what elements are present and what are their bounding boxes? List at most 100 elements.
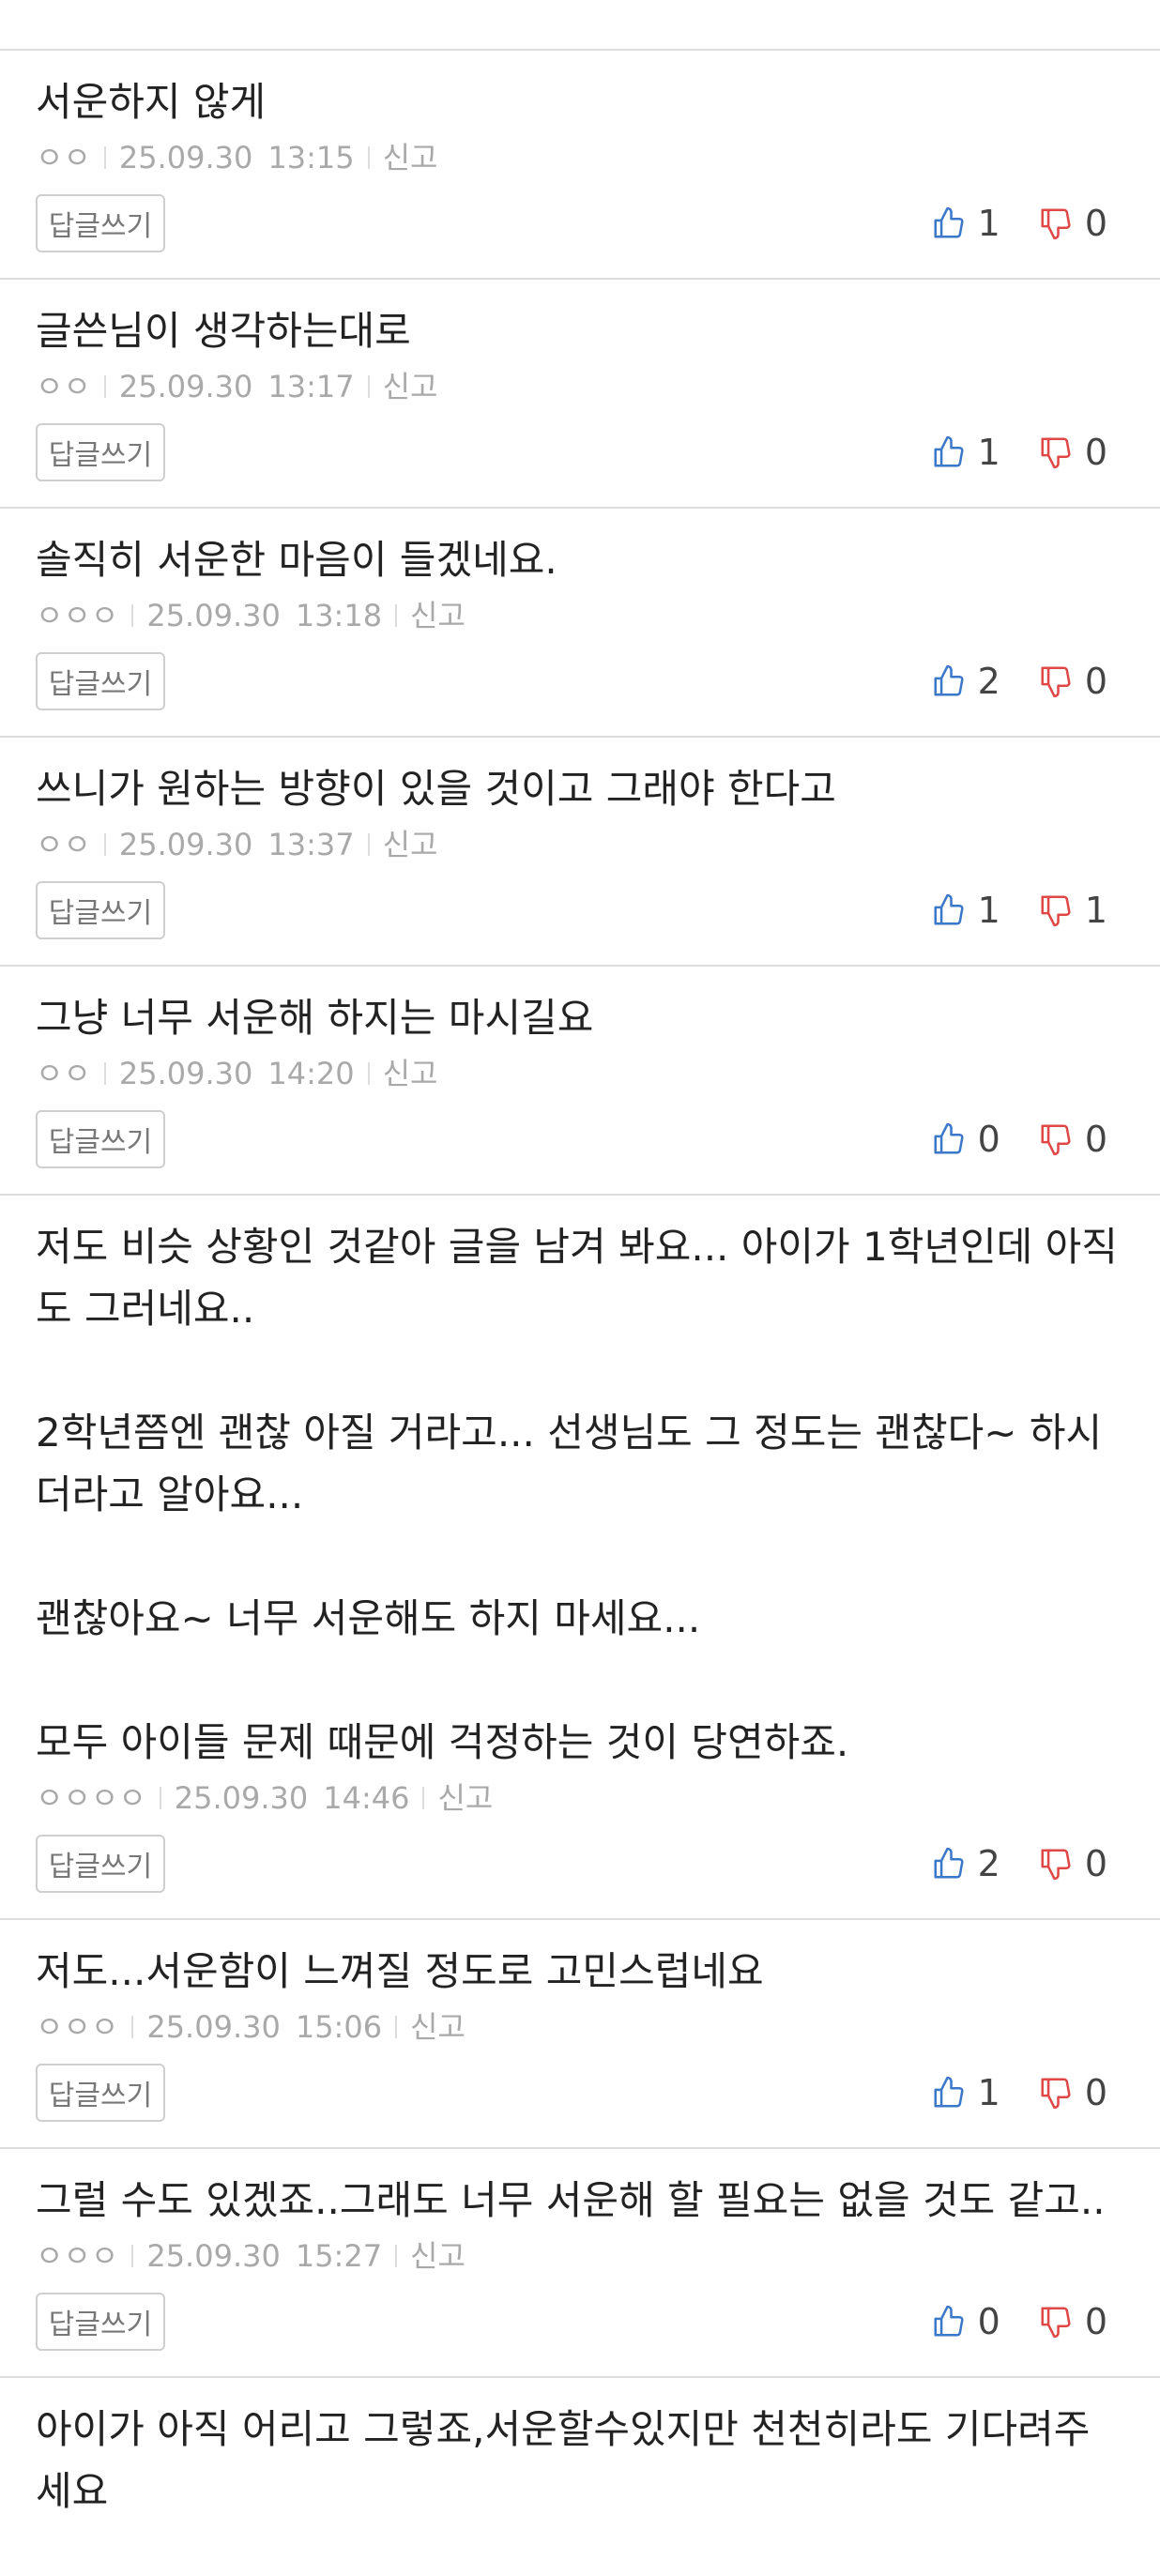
vote-group: 1 0 bbox=[931, 432, 1107, 473]
comment-date: 25.09.30 bbox=[118, 140, 253, 175]
comment-paragraph: 괜찮아요~ 너무 서운해도 하지 마세요... bbox=[36, 1595, 701, 1641]
comment-meta: ㅇㅇㅇㅇ 25.09.30 14:46 신고 bbox=[36, 1776, 1124, 1821]
report-link[interactable]: 신고 bbox=[410, 2009, 466, 2045]
comment-item: 저도 비슷 상황인 것같아 글을 남겨 봐요... 아이가 1학년인데 아직도 … bbox=[0, 1194, 1160, 1918]
like-button[interactable]: 0 bbox=[931, 1119, 1000, 1160]
comment-item: 글쓴님이 생각하는대로 ㅇㅇ 25.09.30 13:17 신고 답글쓰기 1 … bbox=[0, 278, 1160, 507]
thumbs-down-icon bbox=[1041, 1849, 1071, 1881]
meta-divider bbox=[131, 2016, 134, 2038]
reply-button[interactable]: 답글쓰기 bbox=[36, 1835, 165, 1893]
comment-paragraph: 글쓴님이 생각하는대로 bbox=[36, 308, 411, 354]
dislike-button[interactable]: 0 bbox=[1038, 1843, 1107, 1884]
like-count: 1 bbox=[977, 2072, 1000, 2113]
reply-button[interactable]: 답글쓰기 bbox=[36, 2064, 165, 2122]
comment-text: 저도 비슷 상황인 것같아 글을 남겨 봐요... 아이가 1학년인데 아직도 … bbox=[36, 1216, 1124, 1774]
report-link[interactable]: 신고 bbox=[410, 598, 466, 633]
like-button[interactable]: 0 bbox=[931, 2301, 1000, 2342]
dislike-button[interactable]: 0 bbox=[1038, 2072, 1107, 2113]
meta-divider bbox=[103, 146, 106, 169]
thumbs-down-icon bbox=[1041, 2307, 1071, 2339]
report-link[interactable]: 신고 bbox=[410, 2238, 466, 2274]
comment-time: 13:17 bbox=[267, 369, 355, 404]
meta-divider bbox=[159, 1787, 161, 1809]
meta-divider bbox=[367, 833, 370, 856]
report-link[interactable]: 신고 bbox=[437, 1780, 494, 1816]
reply-button[interactable]: 답글쓰기 bbox=[36, 423, 165, 481]
reply-button[interactable]: 답글쓰기 bbox=[36, 652, 165, 710]
dislike-button[interactable]: 0 bbox=[1038, 203, 1107, 244]
report-link[interactable]: 신고 bbox=[382, 827, 438, 862]
comment-time: 13:18 bbox=[295, 598, 383, 633]
comment-date: 25.09.30 bbox=[146, 2009, 281, 2045]
comment-author: ㅇㅇㅇ bbox=[36, 598, 119, 633]
comment-author: ㅇㅇ bbox=[36, 1056, 91, 1091]
thumbs-up-icon bbox=[934, 435, 964, 467]
comment-text: 쓰니가 원하는 방향이 있을 것이고 그래야 한다고 bbox=[36, 758, 1124, 820]
vote-group: 1 0 bbox=[931, 2072, 1107, 2113]
comment-paragraph: 아이가 아직 어리고 그렇죠,서운할수있지만 천천히라도 기다려주세요 bbox=[36, 2406, 1091, 2514]
vote-group: 0 0 bbox=[931, 2301, 1107, 2342]
comment-actions: 답글쓰기 2 0 bbox=[36, 1834, 1124, 1894]
report-link[interactable]: 신고 bbox=[382, 369, 438, 404]
comment-actions: 답글쓰기 2 0 bbox=[36, 651, 1124, 711]
meta-divider bbox=[422, 1787, 425, 1809]
reply-button[interactable]: 답글쓰기 bbox=[36, 2293, 165, 2351]
like-button[interactable]: 1 bbox=[931, 203, 1000, 244]
comment-meta: ㅇㅇㅇ 25.09.30 15:27 신고 bbox=[36, 2233, 1124, 2279]
like-count: 0 bbox=[977, 2301, 1000, 2342]
like-button[interactable]: 2 bbox=[931, 1843, 1000, 1884]
comment-meta: ㅇㅇ 25.09.30 13:17 신고 bbox=[36, 364, 1124, 409]
comment-meta: ㅇㅇ 25.09.30 14:20 신고 bbox=[36, 1051, 1124, 1096]
meta-divider bbox=[103, 375, 106, 398]
thumbs-down-icon bbox=[1041, 666, 1071, 698]
thumbs-down-icon bbox=[1041, 208, 1071, 240]
comment-paragraph: 서운하지 않게 bbox=[36, 79, 267, 125]
comment-text: 저도...서운함이 느껴질 정도로 고민스럽네요 bbox=[36, 1941, 1124, 2003]
comment-item: 그럴 수도 있겠죠..그래도 너무 서운해 할 필요는 없을 것도 같고.. ㅇ… bbox=[0, 2147, 1160, 2376]
dislike-count: 0 bbox=[1084, 2072, 1107, 2113]
thumbs-up-icon bbox=[934, 206, 964, 238]
like-count: 2 bbox=[977, 1843, 1000, 1884]
comment-item: 그냥 너무 서운해 하지는 마시길요 ㅇㅇ 25.09.30 14:20 신고 … bbox=[0, 965, 1160, 1194]
vote-group: 1 0 bbox=[931, 203, 1107, 244]
thumbs-down-icon bbox=[1041, 895, 1071, 927]
comment-paragraph: 저도 비슷 상황인 것같아 글을 남겨 봐요... 아이가 1학년인데 아직도 … bbox=[36, 1224, 1118, 1332]
like-button[interactable]: 1 bbox=[931, 890, 1000, 931]
comment-author: ㅇㅇ bbox=[36, 140, 91, 175]
comment-actions: 답글쓰기 1 0 bbox=[36, 422, 1124, 482]
like-count: 2 bbox=[977, 661, 1000, 702]
comment-text: 그냥 너무 서운해 하지는 마시길요 bbox=[36, 987, 1124, 1049]
meta-divider bbox=[367, 1062, 370, 1085]
meta-divider bbox=[395, 2016, 398, 2038]
comment-item: 저도...서운함이 느껴질 정도로 고민스럽네요 ㅇㅇㅇ 25.09.30 15… bbox=[0, 1918, 1160, 2147]
dislike-count: 0 bbox=[1084, 432, 1107, 473]
comment-date: 25.09.30 bbox=[118, 1056, 253, 1091]
reply-button[interactable]: 답글쓰기 bbox=[36, 881, 165, 939]
comment-date: 25.09.30 bbox=[118, 827, 253, 862]
comment-item-partial-top bbox=[0, 0, 1160, 49]
comment-meta: ㅇㅇ 25.09.30 13:15 신고 bbox=[36, 135, 1124, 180]
reply-button[interactable]: 답글쓰기 bbox=[36, 1110, 165, 1168]
like-button[interactable]: 2 bbox=[931, 661, 1000, 702]
dislike-button[interactable]: 1 bbox=[1038, 890, 1107, 931]
dislike-button[interactable]: 0 bbox=[1038, 2301, 1107, 2342]
like-count: 1 bbox=[977, 890, 1000, 931]
comment-actions: 답글쓰기 1 0 bbox=[36, 2063, 1124, 2123]
dislike-button[interactable]: 0 bbox=[1038, 661, 1107, 702]
report-link[interactable]: 신고 bbox=[382, 1056, 438, 1091]
like-button[interactable]: 1 bbox=[931, 432, 1000, 473]
thumbs-down-icon bbox=[1041, 1124, 1071, 1156]
meta-divider bbox=[367, 375, 370, 398]
comment-actions: 답글쓰기 1 0 bbox=[36, 193, 1124, 253]
vote-group: 2 0 bbox=[931, 661, 1107, 702]
comment-item: 쓰니가 원하는 방향이 있을 것이고 그래야 한다고 ㅇㅇ 25.09.30 1… bbox=[0, 736, 1160, 965]
dislike-button[interactable]: 0 bbox=[1038, 1119, 1107, 1160]
dislike-button[interactable]: 0 bbox=[1038, 432, 1107, 473]
reply-button[interactable]: 답글쓰기 bbox=[36, 194, 165, 252]
report-link[interactable]: 신고 bbox=[382, 140, 438, 175]
comment-paragraph: 2학년쯤엔 괜찮 아질 거라고... 선생님도 그 정도는 괜찮다~ 하시더라고… bbox=[36, 1410, 1103, 1517]
comment-paragraph: 그냥 너무 서운해 하지는 마시길요 bbox=[36, 995, 594, 1041]
comment-text: 서운하지 않게 bbox=[36, 71, 1124, 133]
like-button[interactable]: 1 bbox=[931, 2072, 1000, 2113]
dislike-count: 0 bbox=[1084, 203, 1107, 244]
